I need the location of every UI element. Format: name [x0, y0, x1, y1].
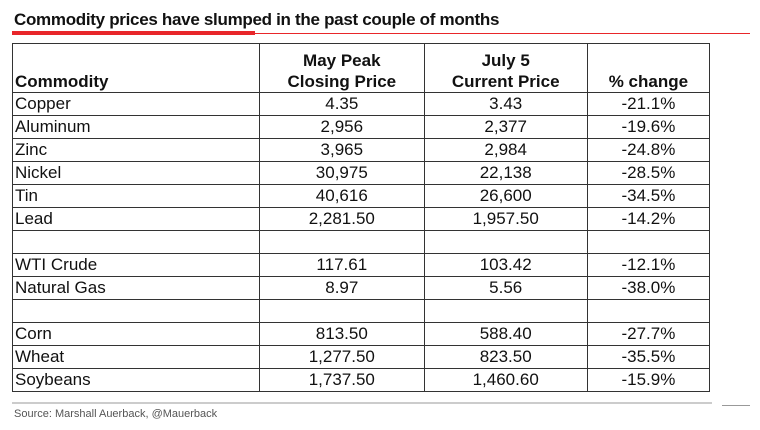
- cell-july-5: 22,138: [423, 161, 588, 185]
- cell-july-5: [423, 299, 588, 323]
- cell-pct-change: -15.9%: [586, 368, 711, 392]
- cell-july-5: 26,600: [423, 184, 588, 208]
- cell-pct-change: [586, 299, 711, 323]
- chart-title: Commodity prices have slumped in the pas…: [14, 10, 500, 29]
- table-row: Corn 813.50 588.40 -27.7%: [12, 322, 711, 346]
- table-row: Aluminum 2,956 2,377 -19.6%: [12, 115, 711, 139]
- cell-may-peak: 30,975: [259, 161, 425, 185]
- bottom-rule-right: [722, 405, 750, 406]
- cell-commodity: [12, 299, 260, 323]
- cell-pct-change: -21.1%: [586, 92, 711, 116]
- cell-pct-change: -12.1%: [586, 253, 711, 277]
- cell-july-5: 5.56: [423, 276, 588, 300]
- table-row: Wheat 1,277.50 823.50 -35.5%: [12, 345, 711, 369]
- cell-july-5: 3.43: [423, 92, 588, 116]
- header-pct-change: % change: [586, 43, 711, 93]
- cell-july-5: 1,957.50: [423, 207, 588, 231]
- cell-commodity: WTI Crude: [12, 253, 260, 277]
- cell-pct-change: -24.8%: [586, 138, 711, 162]
- table-row: Lead 2,281.50 1,957.50 -14.2%: [12, 207, 711, 231]
- cell-july-5: 588.40: [423, 322, 588, 346]
- cell-pct-change: -28.5%: [586, 161, 711, 185]
- table-row: WTI Crude 117.61 103.42 -12.1%: [12, 253, 711, 277]
- table-row: Copper 4.35 3.43 -21.1%: [12, 92, 711, 116]
- bottom-rule: [12, 402, 712, 404]
- cell-may-peak: 40,616: [259, 184, 425, 208]
- header-july-5: July 5 Current Price: [423, 43, 588, 93]
- cell-may-peak: 3,965: [259, 138, 425, 162]
- cell-pct-change: -19.6%: [586, 115, 711, 139]
- cell-may-peak: 1,737.50: [259, 368, 425, 392]
- table-row: Zinc 3,965 2,984 -24.8%: [12, 138, 711, 162]
- header-may-peak: May Peak Closing Price: [259, 43, 425, 93]
- table-row: Natural Gas 8.97 5.56 -38.0%: [12, 276, 711, 300]
- cell-commodity: Corn: [12, 322, 260, 346]
- cell-commodity: Copper: [12, 92, 260, 116]
- cell-pct-change: -27.7%: [586, 322, 711, 346]
- cell-commodity: Tin: [12, 184, 260, 208]
- cell-commodity: Wheat: [12, 345, 260, 369]
- cell-july-5: 2,377: [423, 115, 588, 139]
- title-rule: [12, 33, 750, 34]
- header-row: Commodity May Peak Closing Price July 5 Cu…: [12, 43, 711, 93]
- cell-commodity: Lead: [12, 207, 260, 231]
- spacer-row: [12, 299, 711, 323]
- cell-commodity: Natural Gas: [12, 276, 260, 300]
- cell-may-peak: [259, 299, 425, 323]
- source-note: Source: Marshall Auerback, @Mauerback: [14, 408, 218, 420]
- cell-commodity: [12, 230, 260, 254]
- cell-may-peak: 117.61: [259, 253, 425, 277]
- cell-may-peak: 2,281.50: [259, 207, 425, 231]
- cell-commodity: Nickel: [12, 161, 260, 185]
- spacer-row: [12, 230, 711, 254]
- title-accent-bar: [12, 31, 255, 35]
- table-row: Tin 40,616 26,600 -34.5%: [12, 184, 711, 208]
- cell-pct-change: -35.5%: [586, 345, 711, 369]
- cell-commodity: Soybeans: [12, 368, 260, 392]
- cell-may-peak: 813.50: [259, 322, 425, 346]
- cell-commodity: Zinc: [12, 138, 260, 162]
- cell-july-5: 103.42: [423, 253, 588, 277]
- cell-pct-change: -38.0%: [586, 276, 711, 300]
- cell-july-5: 823.50: [423, 345, 588, 369]
- table-row: Soybeans 1,737.50 1,460.60 -15.9%: [12, 368, 711, 392]
- header-commodity: Commodity: [12, 43, 260, 93]
- cell-may-peak: [259, 230, 425, 254]
- cell-july-5: [423, 230, 588, 254]
- cell-pct-change: -14.2%: [586, 207, 711, 231]
- cell-may-peak: 1,277.50: [259, 345, 425, 369]
- cell-july-5: 1,460.60: [423, 368, 588, 392]
- cell-may-peak: 4.35: [259, 92, 425, 116]
- cell-commodity: Aluminum: [12, 115, 260, 139]
- commodity-table: Commodity May Peak Closing Price July 5 Cu…: [12, 43, 711, 392]
- cell-may-peak: 8.97: [259, 276, 425, 300]
- cell-july-5: 2,984: [423, 138, 588, 162]
- cell-pct-change: -34.5%: [586, 184, 711, 208]
- table-row: Nickel 30,975 22,138 -28.5%: [12, 161, 711, 185]
- cell-pct-change: [586, 230, 711, 254]
- cell-may-peak: 2,956: [259, 115, 425, 139]
